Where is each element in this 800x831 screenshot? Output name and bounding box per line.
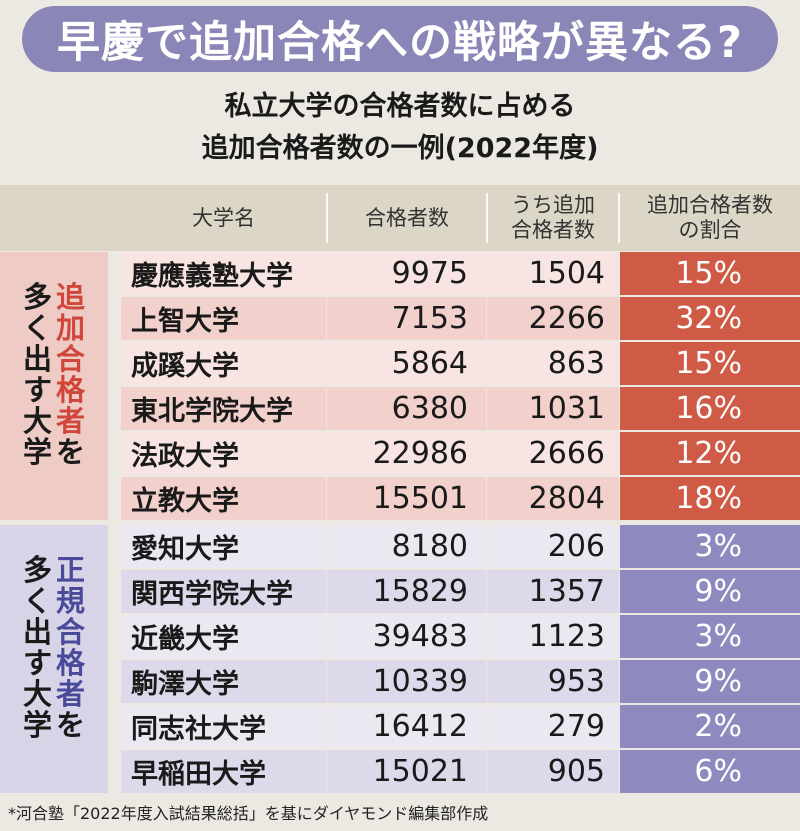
extra-count: 953 bbox=[487, 660, 619, 703]
table-row: 同志社大学 16412 279 2% bbox=[121, 705, 800, 750]
university-name: 関西学院大学 bbox=[121, 570, 326, 613]
extra-share: 2% bbox=[620, 705, 800, 748]
university-name: 法政大学 bbox=[121, 432, 326, 475]
university-name: 成蹊大学 bbox=[121, 342, 326, 385]
chart-title: 私立大学の合格者数に占める 追加合格者数の一例(2022年度) bbox=[0, 86, 800, 170]
header-extra: うち追加 合格者数 bbox=[511, 193, 595, 242]
table-row: 立教大学 15501 2804 18% bbox=[121, 477, 800, 522]
table-row: 駒澤大学 10339 953 9% bbox=[121, 660, 800, 705]
passed-count: 10339 bbox=[327, 660, 486, 703]
extra-count: 1123 bbox=[487, 615, 619, 658]
extra-count: 1031 bbox=[487, 387, 619, 430]
extra-share: 3% bbox=[620, 615, 800, 658]
group-label-column: 正規合格者を bbox=[56, 553, 86, 742]
table-row: 近畿大学 39483 1123 3% bbox=[121, 615, 800, 660]
extra-share: 18% bbox=[620, 477, 800, 520]
extra-share: 15% bbox=[620, 342, 800, 385]
table-row: 関西学院大学 15829 1357 9% bbox=[121, 570, 800, 615]
university-name: 早稲田大学 bbox=[121, 750, 326, 793]
row-group-2: 多く出す大学正規合格者を愛知大学 8180 206 3% 関西学院大学 15829 1357… bbox=[0, 525, 800, 795]
passed-count: 22986 bbox=[327, 432, 486, 475]
extra-share: 9% bbox=[620, 660, 800, 703]
extra-count: 2266 bbox=[487, 297, 619, 340]
header-passed: 合格者数 bbox=[365, 205, 449, 230]
university-name: 駒澤大学 bbox=[121, 660, 326, 703]
table-row: 上智大学 7153 2266 32% bbox=[121, 297, 800, 342]
header-share: 追加合格者数 の割合 bbox=[647, 193, 773, 242]
university-name: 同志社大学 bbox=[121, 705, 326, 748]
table-row: 成蹊大学 5864 863 15% bbox=[121, 342, 800, 387]
header-divider bbox=[486, 193, 488, 243]
extra-share: 32% bbox=[620, 297, 800, 340]
group-label: 多く出す大学追加合格者を bbox=[0, 252, 108, 520]
passed-count: 5864 bbox=[327, 342, 486, 385]
extra-count: 2666 bbox=[487, 432, 619, 475]
group-label-column: 追加合格者を bbox=[56, 280, 86, 469]
passed-count: 16412 bbox=[327, 705, 486, 748]
table-row: 法政大学 22986 2666 12% bbox=[121, 432, 800, 477]
extra-count: 279 bbox=[487, 705, 619, 748]
extra-count: 863 bbox=[487, 342, 619, 385]
table-row: 東北学院大学 6380 1031 16% bbox=[121, 387, 800, 432]
passed-count: 15501 bbox=[327, 477, 486, 520]
extra-share: 12% bbox=[620, 432, 800, 475]
footnote: *河合塾「2022年度入試結果総括」を基にダイヤモンド編集部作成 bbox=[8, 804, 489, 823]
extra-share: 16% bbox=[620, 387, 800, 430]
extra-count: 2804 bbox=[487, 477, 619, 520]
header-divider bbox=[326, 193, 328, 243]
chart-title-line-2: 追加合格者数の一例(2022年度) bbox=[201, 133, 599, 164]
extra-share: 6% bbox=[620, 750, 800, 793]
group-label-column: 多く出す大学 bbox=[22, 553, 52, 742]
university-name: 慶應義塾大学 bbox=[121, 252, 326, 295]
passed-count: 15021 bbox=[327, 750, 486, 793]
university-name: 上智大学 bbox=[121, 297, 326, 340]
chart-title-line-1: 私立大学の合格者数に占める bbox=[224, 91, 576, 122]
headline: 早慶で追加合格への戦略が異なる? bbox=[22, 6, 778, 72]
university-name: 愛知大学 bbox=[121, 525, 326, 568]
university-name: 近畿大学 bbox=[121, 615, 326, 658]
extra-share: 15% bbox=[620, 252, 800, 295]
passed-count: 15829 bbox=[327, 570, 486, 613]
table-row: 慶應義塾大学 9975 1504 15% bbox=[121, 252, 800, 297]
table-header: 大学名 合格者数 うち追加 合格者数 追加合格者数 の割合 bbox=[0, 185, 800, 251]
header-divider bbox=[618, 193, 620, 243]
extra-count: 905 bbox=[487, 750, 619, 793]
table-row: 愛知大学 8180 206 3% bbox=[121, 525, 800, 570]
university-name: 立教大学 bbox=[121, 477, 326, 520]
extra-share: 3% bbox=[620, 525, 800, 568]
header-university: 大学名 bbox=[192, 205, 255, 230]
passed-count: 39483 bbox=[327, 615, 486, 658]
extra-count: 1357 bbox=[487, 570, 619, 613]
group-label: 多く出す大学正規合格者を bbox=[0, 525, 108, 793]
extra-count: 1504 bbox=[487, 252, 619, 295]
passed-count: 7153 bbox=[327, 297, 486, 340]
extra-share: 9% bbox=[620, 570, 800, 613]
passed-count: 6380 bbox=[327, 387, 486, 430]
row-group-1: 多く出す大学追加合格者を慶應義塾大学 9975 1504 15% 上智大学 7153 226… bbox=[0, 252, 800, 522]
passed-count: 8180 bbox=[327, 525, 486, 568]
table-row: 早稲田大学 15021 905 6% bbox=[121, 750, 800, 795]
extra-count: 206 bbox=[487, 525, 619, 568]
university-name: 東北学院大学 bbox=[121, 387, 326, 430]
passed-count: 9975 bbox=[327, 252, 486, 295]
group-label-column: 多く出す大学 bbox=[22, 280, 52, 469]
